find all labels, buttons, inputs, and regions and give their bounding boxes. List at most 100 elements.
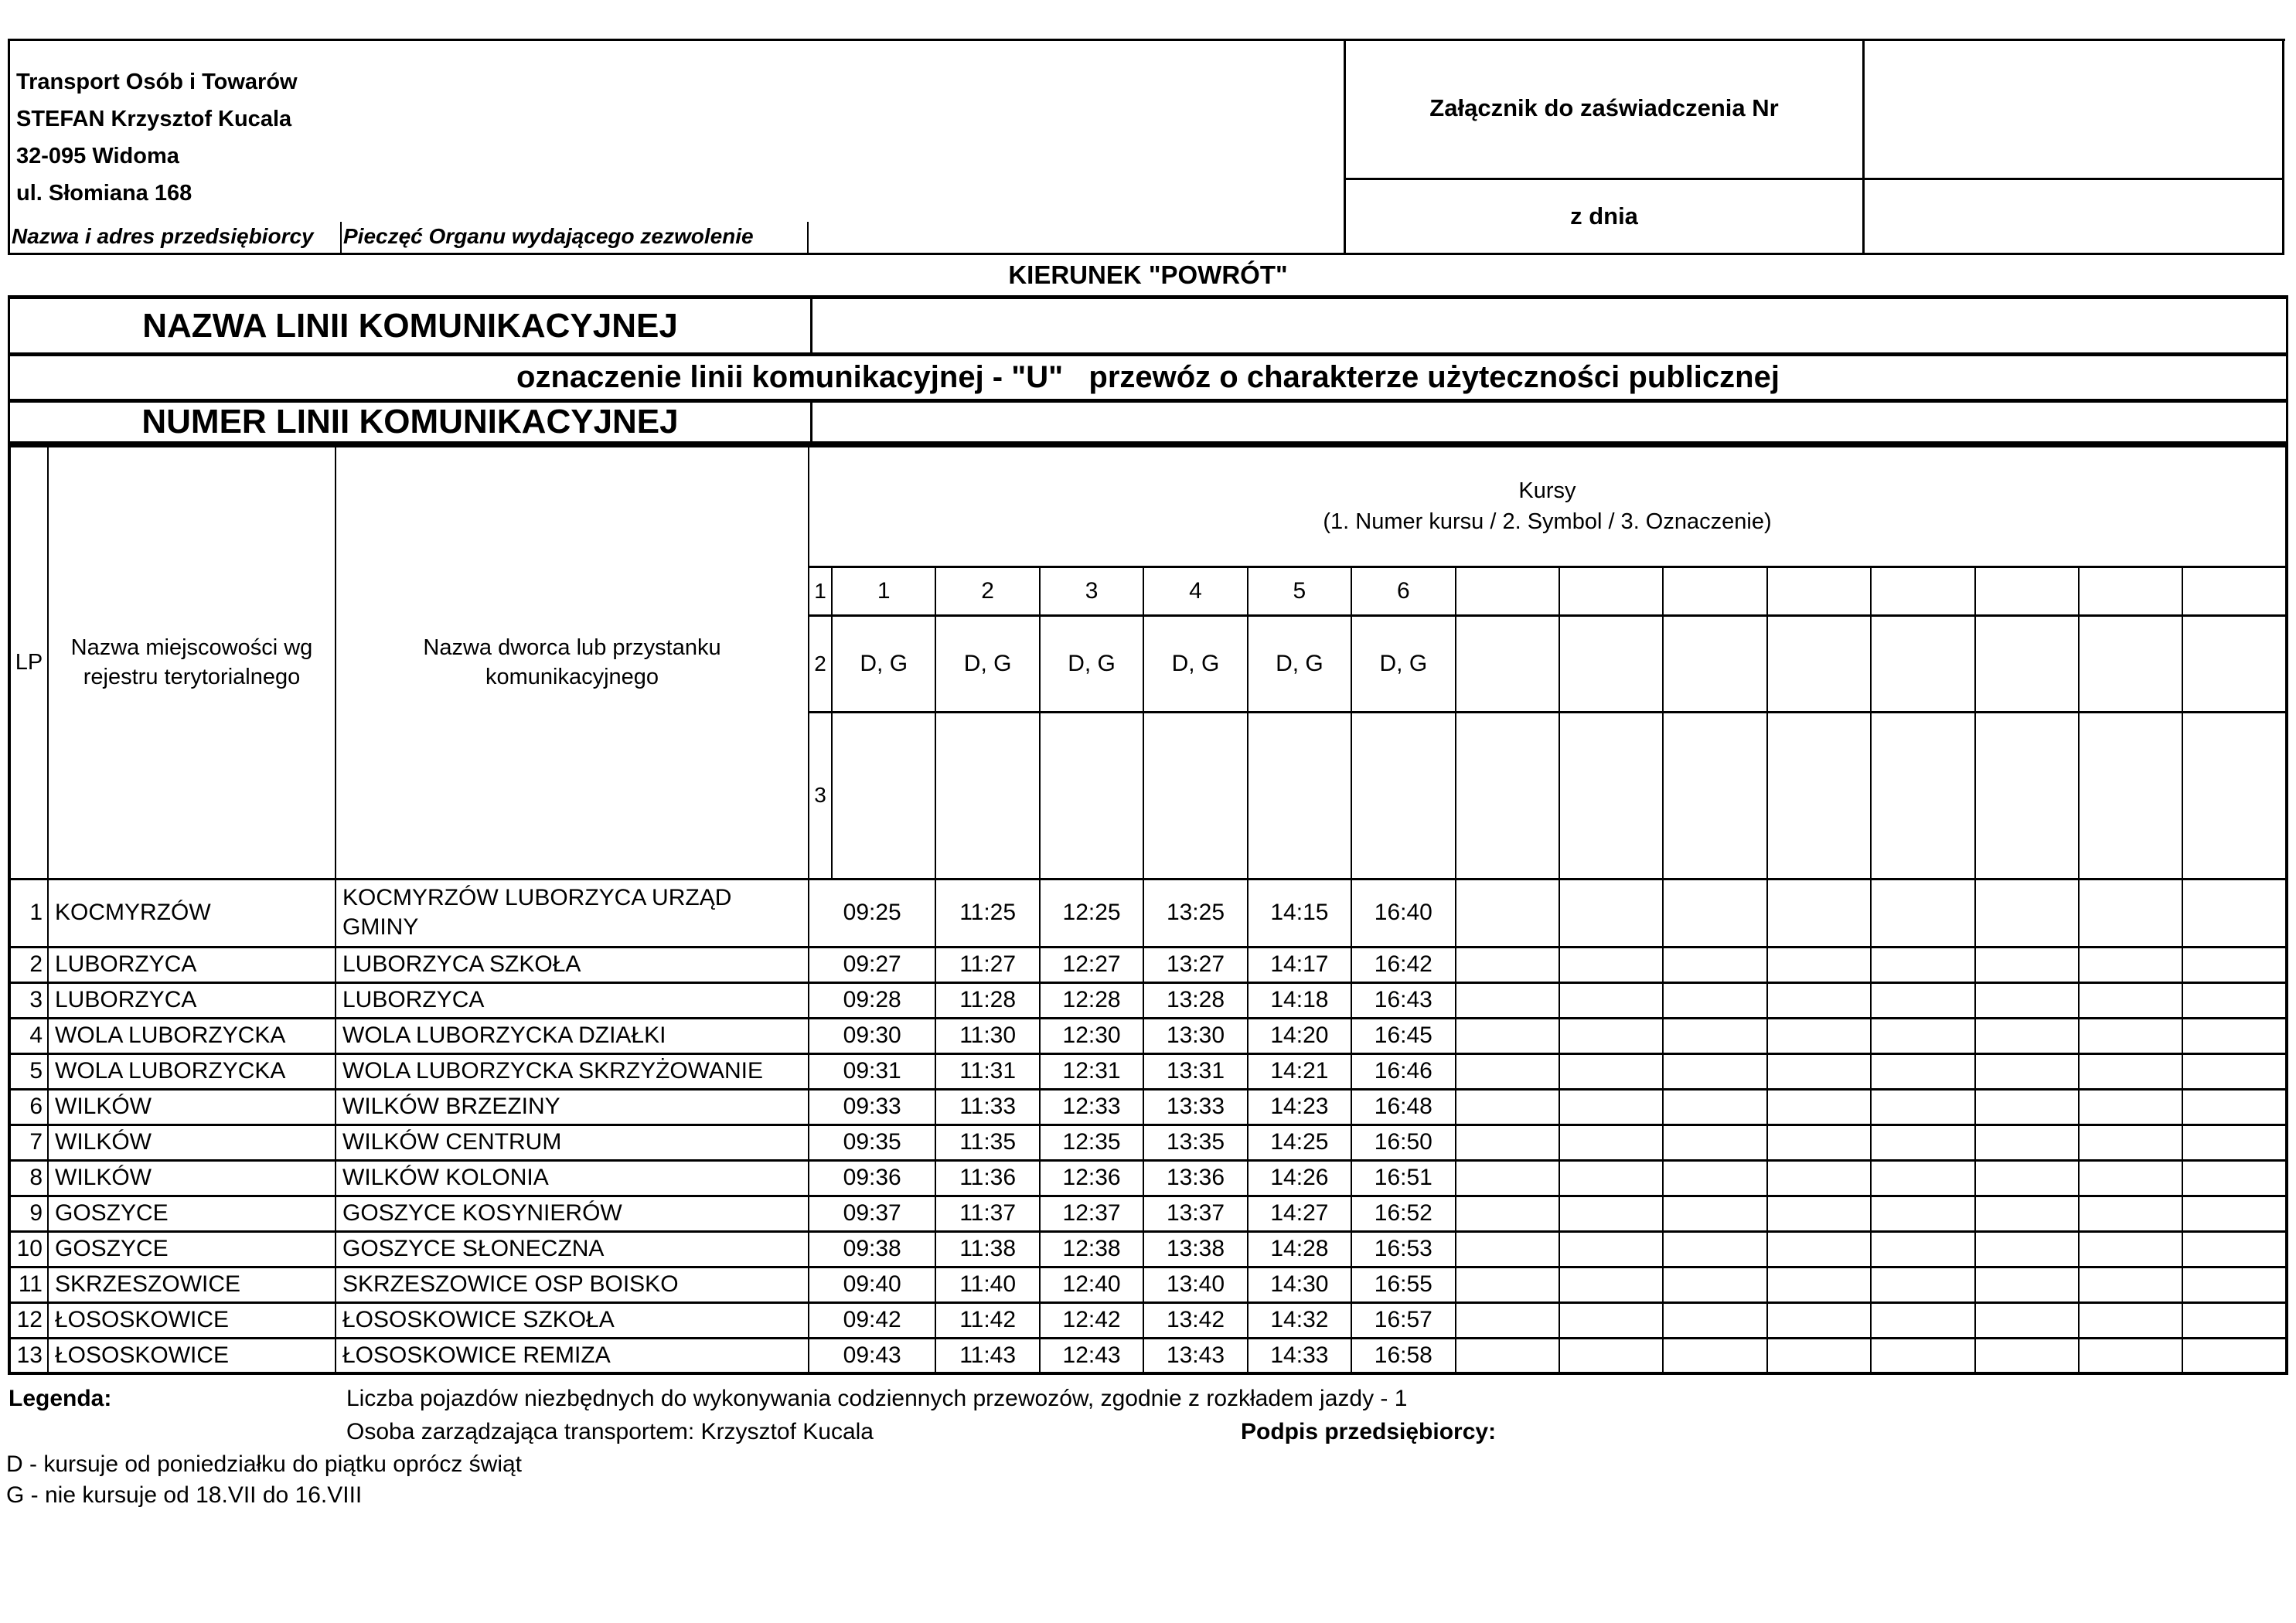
attachment-date-value-cell — [1865, 180, 2282, 253]
time-cell — [1454, 1336, 1560, 1375]
time-cell — [1974, 1265, 2080, 1304]
course-symbol-cell-14 — [2182, 614, 2287, 713]
line-number-value-cell — [810, 399, 2288, 445]
time-cell — [1558, 945, 1664, 984]
attachment-number-label: Załącznik do zaświadczenia Nr — [1346, 39, 1865, 180]
time-cell: 11:33 — [935, 1087, 1041, 1126]
time-cell: 13:42 — [1143, 1301, 1248, 1339]
time-cell — [1870, 877, 1976, 948]
time-cell — [1662, 981, 1768, 1019]
company-name-line: STEFAN Krzysztof Kucala — [16, 107, 292, 131]
row-lp: 12 — [9, 1301, 49, 1339]
kursy-title: Kursy — [1518, 478, 1576, 504]
time-cell — [1662, 945, 1768, 984]
sub-row-label-1: 1 — [808, 565, 833, 617]
time-cell: 12:40 — [1038, 1265, 1145, 1304]
time-cell: 09:36 — [807, 1159, 937, 1197]
time-cell: 09:38 — [807, 1230, 937, 1268]
course-symbol-cell-2: D, G — [935, 614, 1041, 713]
time-cell — [1766, 1052, 1872, 1091]
course-number-cell-7 — [1454, 565, 1560, 617]
time-cell: 09:25 — [807, 877, 937, 948]
course-designation-cell-5 — [1246, 710, 1353, 880]
time-cell — [2182, 1230, 2287, 1268]
time-cell: 14:20 — [1246, 1016, 1353, 1055]
time-cell — [1974, 1301, 2080, 1339]
course-symbol-cell-13 — [2078, 614, 2184, 713]
time-cell — [1454, 1016, 1560, 1055]
time-cell: 12:33 — [1038, 1087, 1145, 1126]
time-cell — [1766, 1336, 1872, 1375]
time-cell: 16:46 — [1351, 1052, 1456, 1091]
row-lp: 9 — [9, 1194, 49, 1233]
row-stop: WOLA LUBORZYCKA DZIAŁKI — [335, 1016, 809, 1055]
row-place: ŁOSOSKOWICE — [47, 1336, 336, 1375]
legend-note-g: G - nie kursuje od 18.VII do 16.VIII — [6, 1482, 363, 1508]
row-stop: WILKÓW BRZEZINY — [335, 1087, 809, 1126]
time-cell: 11:40 — [935, 1265, 1041, 1304]
time-cell — [2182, 1052, 2287, 1091]
course-number-cell-6: 6 — [1351, 565, 1456, 617]
row-lp: 3 — [9, 981, 49, 1019]
stamp-caption: Pieczęć Organu wydającego zezwolenie — [342, 222, 809, 253]
time-cell: 09:43 — [807, 1336, 937, 1375]
row-stop: ŁOSOSKOWICE REMIZA — [335, 1336, 809, 1375]
time-cell — [1454, 1301, 1560, 1339]
time-cell — [1766, 1230, 1872, 1268]
time-cell — [1558, 877, 1664, 948]
time-cell — [2078, 1336, 2184, 1375]
line-designation-row: oznaczenie linii komunikacyjnej - "U" pr… — [8, 352, 2288, 403]
time-cell — [1662, 1016, 1768, 1055]
time-cell: 09:30 — [807, 1016, 937, 1055]
row-lp: 13 — [9, 1336, 49, 1375]
course-designation-cell-12 — [1974, 710, 2080, 880]
time-cell: 11:30 — [935, 1016, 1041, 1055]
row-lp: 1 — [9, 877, 49, 948]
time-cell: 14:26 — [1246, 1159, 1353, 1197]
line-info-table: NAZWA LINII KOMUNIKACYJNEJ oznaczenie li… — [8, 295, 2288, 445]
time-cell — [1974, 1052, 2080, 1091]
time-cell: 13:43 — [1143, 1336, 1248, 1375]
time-cell — [1454, 981, 1560, 1019]
time-cell: 16:58 — [1351, 1336, 1456, 1375]
time-cell — [1766, 1087, 1872, 1126]
time-cell: 09:37 — [807, 1194, 937, 1233]
time-cell — [2078, 945, 2184, 984]
time-cell — [1662, 1301, 1768, 1339]
row-place: WOLA LUBORZYCKA — [47, 1052, 336, 1091]
time-cell — [2078, 1052, 2184, 1091]
time-cell — [1558, 1159, 1664, 1197]
company-caption: Nazwa i adres przedsiębiorcy — [10, 222, 342, 253]
time-cell — [1766, 1265, 1872, 1304]
row-place: SKRZESZOWICE — [47, 1265, 336, 1304]
line-number-label: NUMER LINII KOMUNIKACYJNEJ — [8, 399, 812, 445]
time-cell — [1558, 1194, 1664, 1233]
course-number-cell-11 — [1870, 565, 1976, 617]
time-cell: 16:52 — [1351, 1194, 1456, 1233]
time-cell — [1870, 1123, 1976, 1162]
sub-row-label-2: 2 — [808, 614, 833, 713]
time-cell: 09:28 — [807, 981, 937, 1019]
time-cell — [2078, 1301, 2184, 1339]
attachment-box: Załącznik do zaświadczenia Nr z dnia — [1346, 39, 2284, 255]
time-cell: 09:35 — [807, 1123, 937, 1162]
time-cell: 11:37 — [935, 1194, 1041, 1233]
time-cell — [1454, 1194, 1560, 1233]
row-place: GOSZYCE — [47, 1194, 336, 1233]
course-number-cell-8 — [1558, 565, 1664, 617]
row-place: LUBORZYCA — [47, 945, 336, 984]
stop-row-5: 5 WOLA LUBORZYCKA WOLA LUBORZYCKA SKRZYŻOW… — [9, 1052, 2287, 1091]
time-cell — [1558, 981, 1664, 1019]
course-symbol-cell-3: D, G — [1038, 614, 1145, 713]
time-cell: 12:36 — [1038, 1159, 1145, 1197]
time-cell — [1662, 877, 1768, 948]
time-cell: 12:43 — [1038, 1336, 1145, 1375]
time-cell: 14:25 — [1246, 1123, 1353, 1162]
course-designation-cell-6 — [1351, 710, 1456, 880]
row-stop: WILKÓW KOLONIA — [335, 1159, 809, 1197]
legend-vehicle-count: Liczba pojazdów niezbędnych do wykonywan… — [346, 1386, 1408, 1411]
row-lp: 11 — [9, 1265, 49, 1304]
time-cell: 11:43 — [935, 1336, 1041, 1375]
kursy-subtitle: (1. Numer kursu / 2. Symbol / 3. Oznacze… — [1323, 509, 1772, 535]
